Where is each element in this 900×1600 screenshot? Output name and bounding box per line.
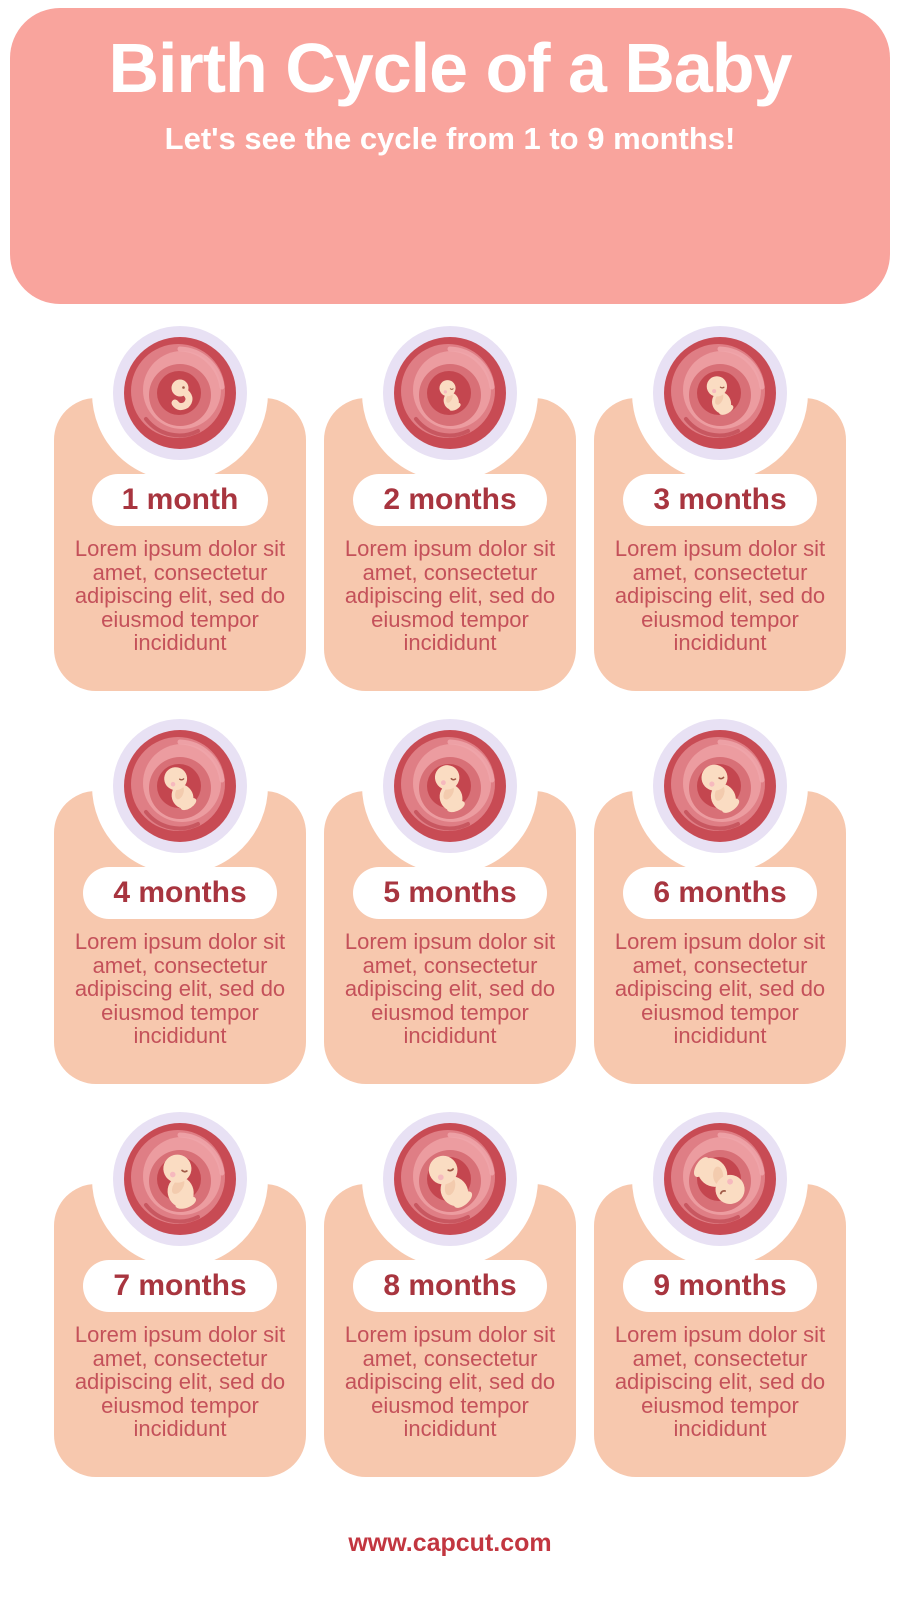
fetus-month-9-icon — [664, 1123, 776, 1235]
womb-ring — [383, 719, 517, 853]
month-description: Lorem ipsum dolor sit amet, consectetur … — [74, 536, 286, 656]
month-label: 7 months — [113, 1269, 247, 1302]
month-description: Lorem ipsum dolor sit amet, consectetur … — [614, 536, 826, 656]
month-label: 1 month — [121, 483, 239, 516]
month-card-body: 8 months Lorem ipsum dolor sit amet, cons… — [324, 1184, 576, 1477]
month-label: 4 months — [113, 876, 247, 909]
months-grid: 1 month Lorem ipsum dolor sit amet, conse… — [0, 300, 900, 1477]
month-card: 2 months Lorem ipsum dolor sit amet, cons… — [324, 300, 576, 691]
womb-ring — [113, 719, 247, 853]
month-card-body: 9 months Lorem ipsum dolor sit amet, cons… — [594, 1184, 846, 1477]
header-banner: Birth Cycle of a Baby Let's see the cycl… — [10, 8, 890, 304]
month-card-body: 2 months Lorem ipsum dolor sit amet, cons… — [324, 398, 576, 691]
fetus-month-7-icon — [124, 1123, 236, 1235]
month-card-body: 3 months Lorem ipsum dolor sit amet, cons… — [594, 398, 846, 691]
month-card: 9 months Lorem ipsum dolor sit amet, cons… — [594, 1086, 846, 1477]
embryo-month-1-icon — [124, 337, 236, 449]
fetus-month-3-icon — [664, 337, 776, 449]
month-label-pill: 4 months — [83, 867, 277, 919]
month-card: 3 months Lorem ipsum dolor sit amet, cons… — [594, 300, 846, 691]
month-label-pill: 1 month — [91, 474, 269, 526]
fetus-month-8-icon — [394, 1123, 506, 1235]
page-title: Birth Cycle of a Baby — [108, 29, 792, 107]
website-url: www.capcut.com — [348, 1529, 552, 1557]
month-label: 9 months — [653, 1269, 787, 1302]
womb-ring — [653, 1112, 787, 1246]
footer: www.capcut.com — [0, 1529, 900, 1558]
month-label-pill: 5 months — [353, 867, 547, 919]
month-label-pill: 7 months — [83, 1260, 277, 1312]
fetus-month-2-icon — [394, 337, 506, 449]
fetus-month-5-icon — [394, 730, 506, 842]
month-description: Lorem ipsum dolor sit amet, consectetur … — [344, 536, 556, 656]
month-card: 7 months Lorem ipsum dolor sit amet, cons… — [54, 1086, 306, 1477]
month-card: 8 months Lorem ipsum dolor sit amet, cons… — [324, 1086, 576, 1477]
month-label-pill: 6 months — [623, 867, 817, 919]
month-card-body: 5 months Lorem ipsum dolor sit amet, cons… — [324, 791, 576, 1084]
month-card: 1 month Lorem ipsum dolor sit amet, conse… — [54, 300, 306, 691]
month-description: Lorem ipsum dolor sit amet, consectetur … — [74, 1322, 286, 1442]
womb-ring — [383, 1112, 517, 1246]
month-description: Lorem ipsum dolor sit amet, consectetur … — [344, 1322, 556, 1442]
month-label: 5 months — [383, 876, 517, 909]
month-card: 5 months Lorem ipsum dolor sit amet, cons… — [324, 693, 576, 1084]
womb-ring — [113, 326, 247, 460]
month-description: Lorem ipsum dolor sit amet, consectetur … — [344, 929, 556, 1049]
month-label: 3 months — [653, 483, 787, 516]
month-label-pill: 8 months — [353, 1260, 547, 1312]
womb-ring — [653, 719, 787, 853]
month-description: Lorem ipsum dolor sit amet, consectetur … — [614, 929, 826, 1049]
page-subtitle: Let's see the cycle from 1 to 9 months! — [164, 120, 736, 156]
month-label: 2 months — [383, 483, 517, 516]
month-label-pill: 3 months — [623, 474, 817, 526]
fetus-month-4-icon — [124, 730, 236, 842]
womb-ring — [653, 326, 787, 460]
womb-ring — [383, 326, 517, 460]
month-label: 8 months — [383, 1269, 517, 1302]
month-label: 6 months — [653, 876, 787, 909]
month-label-pill: 9 months — [623, 1260, 817, 1312]
fetus-month-6-icon — [664, 730, 776, 842]
month-label-pill: 2 months — [353, 474, 547, 526]
month-card: 6 months Lorem ipsum dolor sit amet, cons… — [594, 693, 846, 1084]
month-description: Lorem ipsum dolor sit amet, consectetur … — [74, 929, 286, 1049]
month-description: Lorem ipsum dolor sit amet, consectetur … — [614, 1322, 826, 1442]
month-card: 4 months Lorem ipsum dolor sit amet, cons… — [54, 693, 306, 1084]
womb-ring — [113, 1112, 247, 1246]
